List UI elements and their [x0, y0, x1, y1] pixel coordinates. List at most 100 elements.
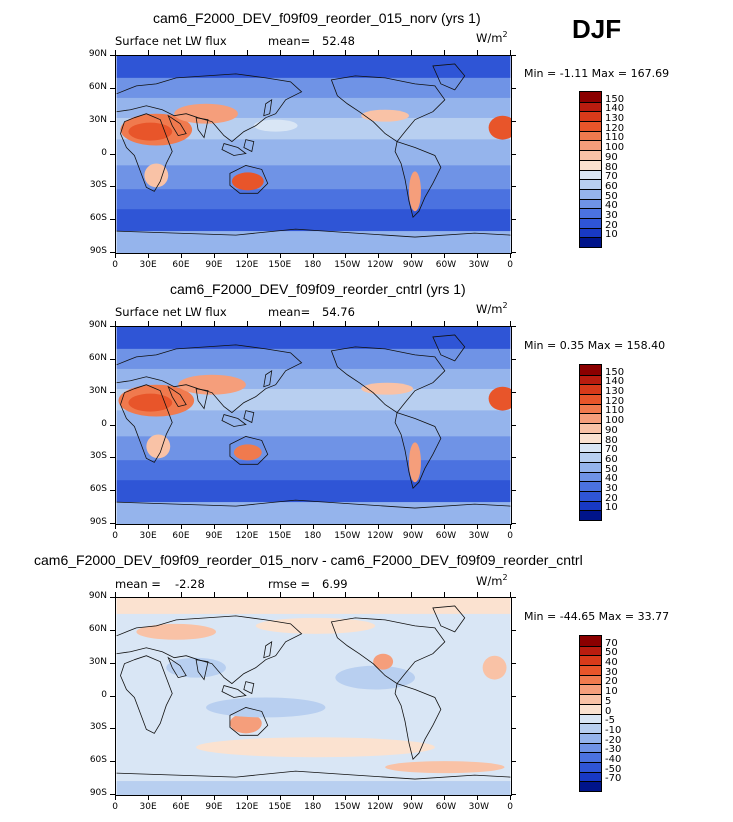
lon-tick-mark — [180, 253, 182, 258]
colorbar-level-label: 100 — [605, 142, 625, 154]
lon-tick-label: 120W — [367, 531, 394, 541]
colorbar-swatch — [580, 374, 601, 385]
units-label: W/m2 — [476, 573, 508, 588]
colorbar-swatch — [580, 752, 601, 762]
colorbar-level-label: 140 — [605, 103, 625, 115]
lon-tick-label: 90E — [205, 260, 223, 270]
lon-tick-label: 120W — [367, 802, 394, 812]
colorbar-swatch — [580, 645, 601, 656]
lat-tick-label: 30N — [88, 385, 107, 396]
colorbar-level-label: 120 — [605, 122, 625, 134]
lon-tick-label: 60E — [172, 802, 190, 812]
lon-tick-mark — [147, 321, 149, 326]
lon-tick-mark — [312, 524, 314, 529]
lon-tick-mark — [510, 253, 511, 258]
colorbar-level-label: 30 — [605, 482, 618, 494]
lon-tick-label: 30W — [468, 260, 490, 270]
lon-tick-label: 60E — [172, 531, 190, 541]
lat-tick-label: 90N — [88, 320, 107, 330]
lat-tick-mark — [110, 186, 115, 188]
lat-tick-mark — [511, 186, 516, 188]
lon-tick-mark — [312, 795, 314, 800]
lon-tick-mark — [279, 253, 281, 258]
lat-tick-mark — [511, 87, 516, 89]
colorbar-swatch — [580, 761, 601, 772]
mean-value: 52.48 — [322, 34, 355, 48]
colorbar-level-label: 140 — [605, 376, 625, 388]
lon-tick-mark — [477, 592, 479, 597]
lat-tick-label: 60N — [88, 81, 107, 92]
lon-tick-mark — [477, 321, 479, 326]
lat-tick-label: 60S — [89, 484, 107, 495]
colorbar-swatch — [580, 188, 601, 199]
lon-tick-label: 60W — [435, 802, 457, 812]
minmax-label: Min = -44.65 Max = 33.77 — [524, 610, 670, 623]
lon-tick-mark — [115, 50, 116, 55]
lat-tick-label: 90N — [88, 49, 107, 59]
colorbar-swatch — [580, 403, 601, 414]
lat-tick-mark — [110, 252, 115, 253]
lat-tick-mark — [110, 629, 115, 631]
lat-tick-mark — [110, 424, 115, 426]
lon-tick-mark — [147, 50, 149, 55]
lon-tick-label: 150E — [268, 802, 292, 812]
mean-label: mean= — [268, 305, 311, 319]
colorbar-swatch — [580, 481, 601, 491]
lon-tick-label: 150E — [268, 260, 292, 270]
lon-tick-mark — [147, 253, 149, 258]
lon-tick-mark — [115, 253, 116, 258]
colorbar-swatch — [580, 384, 601, 395]
colorbar-level-label: 80 — [605, 434, 618, 446]
colorbar-level-label: 150 — [605, 93, 625, 105]
colorbar-level-label: 30 — [605, 666, 618, 678]
colorbar-level-label: -5 — [605, 715, 615, 727]
lon-tick-label: 30E — [139, 531, 157, 541]
map-field — [116, 598, 511, 795]
colorbar-swatch — [580, 394, 601, 404]
lon-tick-mark — [345, 592, 347, 597]
colorbar-level-label: 40 — [605, 200, 618, 212]
map-plot — [115, 326, 512, 525]
lon-tick-label: 120E — [235, 531, 259, 541]
variable-label: Surface net LW flux — [115, 34, 227, 48]
panel-title: cam6_F2000_DEV_f09f09_reorder_015_norv (… — [153, 10, 481, 26]
lat-tick-label: 60N — [88, 352, 107, 363]
lon-tick-mark — [213, 592, 215, 597]
mean-label: mean= — [268, 34, 311, 48]
lon-tick-mark — [345, 321, 347, 326]
colorbar-level-label: 0 — [605, 705, 612, 717]
lon-tick-label: 150W — [334, 531, 361, 541]
colorbar-level-label: 70 — [605, 637, 618, 649]
minmax-label: Min = -1.11 Max = 167.69 — [524, 67, 670, 80]
lat-tick-mark — [110, 794, 115, 795]
lat-tick-mark — [511, 424, 516, 426]
colorbar-level-label: 90 — [605, 424, 618, 436]
lat-tick-label: 90N — [88, 591, 107, 601]
lat-tick-mark — [110, 523, 115, 524]
lat-tick-label: 30S — [89, 180, 107, 191]
map-field — [116, 327, 511, 524]
colorbar-level-label: 20 — [605, 676, 618, 688]
colorbar-level-label: -30 — [605, 744, 622, 756]
colorbar-level-label: 10 — [605, 229, 618, 241]
lon-tick-mark — [345, 50, 347, 55]
colorbar-swatch — [580, 461, 601, 472]
lon-tick-mark — [378, 795, 380, 800]
lon-tick-mark — [411, 524, 413, 529]
colorbar-level-label: 150 — [605, 366, 625, 378]
colorbar-swatch — [580, 208, 601, 218]
lat-tick-mark — [110, 695, 115, 697]
lon-tick-mark — [279, 795, 281, 800]
map-field — [116, 56, 511, 253]
lat-tick-label: 90S — [89, 517, 107, 527]
colorbar-swatch — [580, 442, 601, 453]
lat-tick-label: 30S — [89, 722, 107, 733]
mean-value: -2.28 — [175, 577, 205, 591]
colorbar-swatch — [580, 636, 601, 646]
colorbar-swatch — [580, 452, 601, 462]
lon-tick-mark — [279, 321, 281, 326]
lat-tick-label: 60N — [88, 623, 107, 634]
lat-tick-mark — [110, 358, 115, 360]
lat-tick-label: 60S — [89, 755, 107, 766]
lat-tick-mark — [511, 391, 516, 393]
